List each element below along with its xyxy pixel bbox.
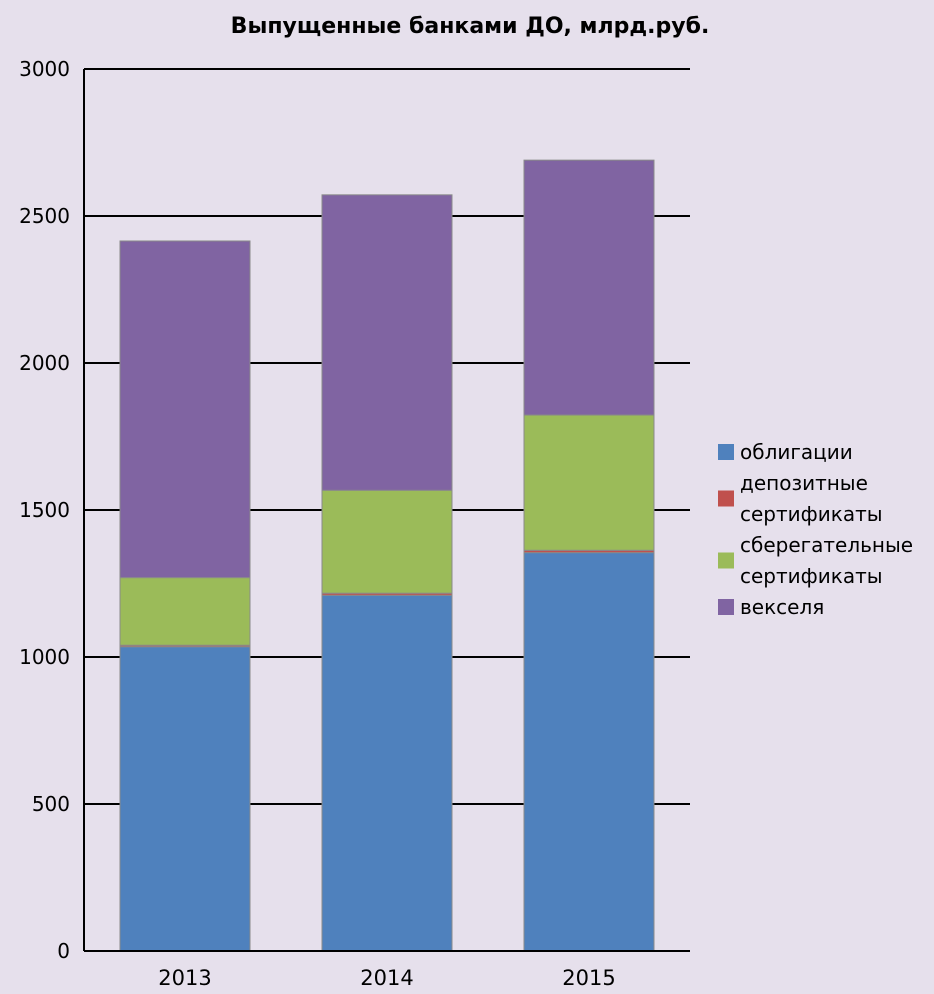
y-tick-label: 0 [57,939,70,963]
legend-swatch [718,552,734,569]
x-tick-label: 2013 [158,966,211,990]
legend-swatch [718,599,734,615]
legend-label: сберегательные сертификаты [740,533,913,588]
bars [119,159,655,952]
bar-segment [321,194,453,491]
bar-segment [523,159,655,416]
bar-segment [523,414,655,551]
legend-label: облигации [740,440,853,464]
bar-segment [321,489,453,594]
legend-swatch [718,490,734,507]
legend-label: векселя [740,595,824,619]
y-tick-label: 2500 [19,204,70,228]
x-tick-label: 2014 [360,966,413,990]
x-tick-label: 2015 [562,966,615,990]
y-tick-label: 500 [32,792,70,816]
y-tick-label: 3000 [19,57,70,81]
bar-segment [119,577,251,646]
bar-segment [119,646,251,952]
bar-segment [523,552,655,952]
y-tick-label: 2000 [19,351,70,375]
axes: 0 500 1000 1500 2000 2500 3000 2013 2014 2015 [19,57,690,990]
y-tick-label: 1500 [19,498,70,522]
chart-title: Выпущенные банками ДО, млрд.руб. [231,14,710,39]
bar-segment [321,594,453,952]
legend-swatch [718,444,734,460]
legend-label: депозитные сертификаты [740,471,883,526]
bar-segment [119,240,251,579]
legend: облигации депозитные сертификаты сберегател… [718,440,913,619]
y-tick-label: 1000 [19,645,70,669]
